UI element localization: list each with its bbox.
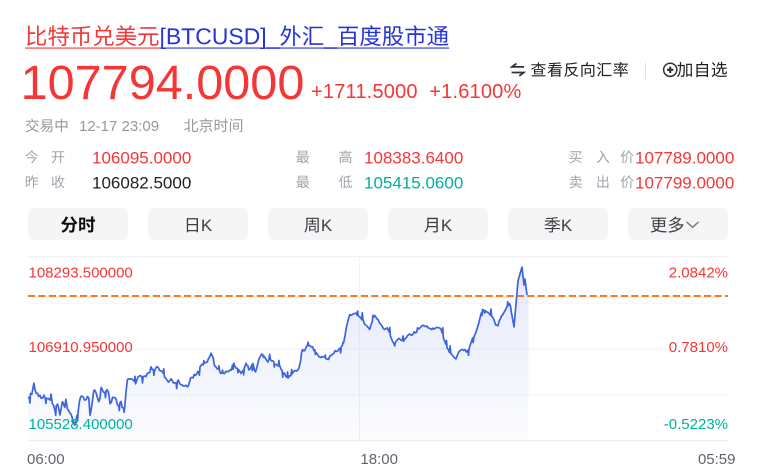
svg-text:105415.0600: 105415.0600 [364, 173, 463, 192]
svg-text:107799.0000: 107799.0000 [635, 173, 734, 192]
svg-text:-0.5223%: -0.5223% [664, 416, 728, 433]
svg-text:K: K [201, 216, 213, 235]
svg-text:108383.6400: 108383.6400 [364, 148, 463, 167]
svg-text:0.7810%: 0.7810% [669, 339, 728, 356]
svg-text:K: K [321, 216, 333, 235]
svg-text:107789.0000: 107789.0000 [635, 148, 734, 167]
svg-text:18:00: 18:00 [360, 451, 398, 468]
svg-text:K: K [561, 216, 573, 235]
svg-text:106095.0000: 106095.0000 [92, 148, 191, 167]
svg-text:106082.5000: 106082.5000 [92, 173, 191, 192]
svg-text:2.0842%: 2.0842% [669, 265, 728, 282]
svg-text:K: K [441, 216, 453, 235]
svg-text:106910.950000: 106910.950000 [29, 339, 133, 356]
svg-text:+1711.5000 +1.6100%: +1711.5000 +1.6100% [311, 81, 522, 103]
svg-text:108293.500000: 108293.500000 [29, 265, 133, 282]
svg-text:105528.400000: 105528.400000 [29, 416, 133, 433]
svg-text:12-17 23:09: 12-17 23:09 [79, 118, 159, 135]
svg-text:05:59: 05:59 [698, 451, 736, 468]
svg-text:06:00: 06:00 [27, 451, 65, 468]
svg-text:107794.0000: 107794.0000 [21, 56, 305, 110]
